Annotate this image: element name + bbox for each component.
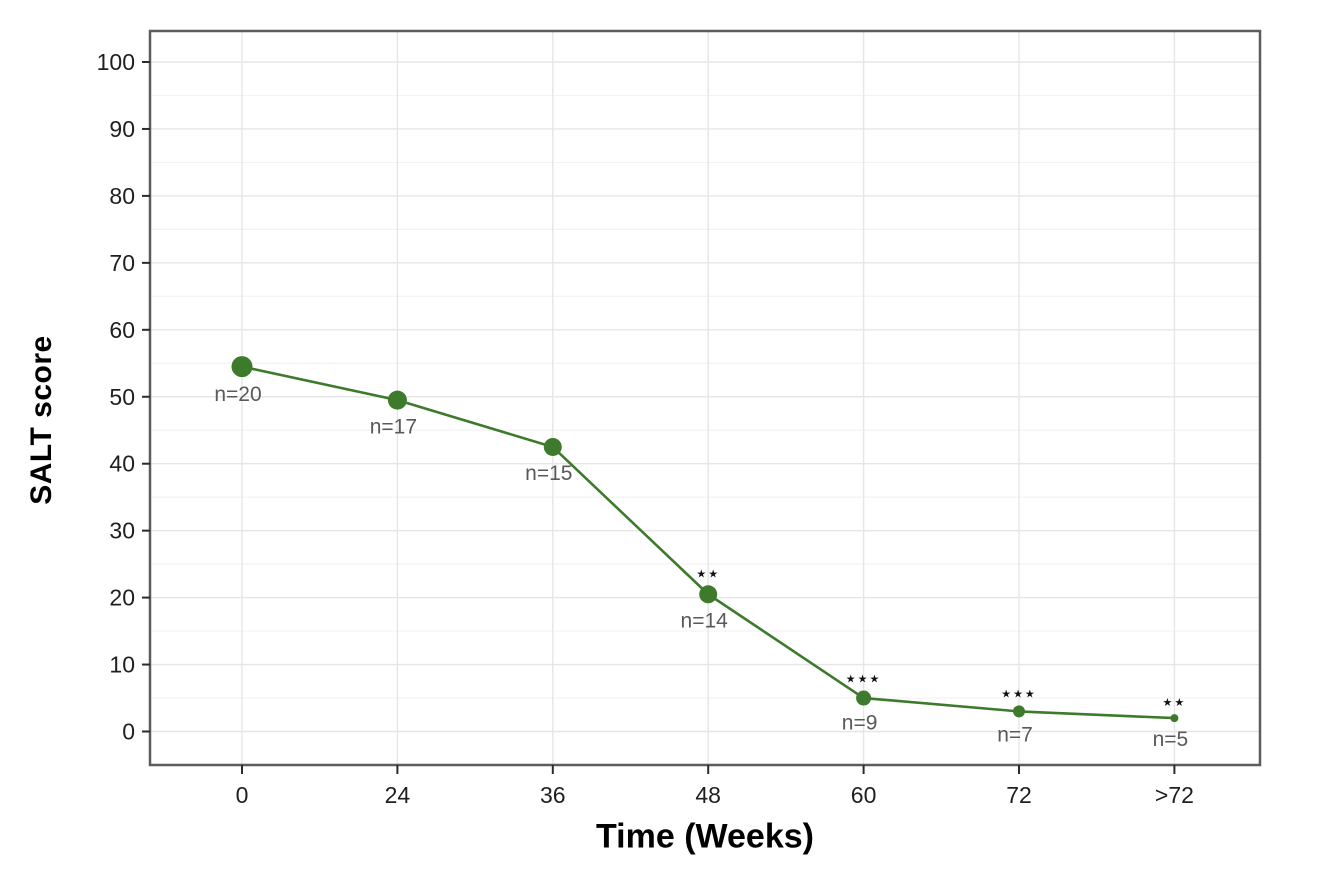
significance-stars: ★★★: [1001, 688, 1037, 700]
y-tick-label: 10: [109, 652, 135, 678]
y-tick-label: 30: [109, 518, 135, 544]
x-tick-label: 48: [695, 782, 721, 808]
x-tick-label: 72: [1006, 782, 1032, 808]
significance-stars: ★★★: [846, 674, 882, 686]
y-tick-label: 70: [109, 250, 135, 276]
plot-border: [148, 29, 1262, 767]
data-point-marker: [543, 437, 562, 456]
data-point-marker: [231, 356, 253, 378]
x-axis-title: Time (Weeks): [596, 817, 814, 856]
y-tick-label: 80: [109, 183, 135, 209]
y-tick-label: 40: [109, 451, 135, 477]
x-tick-label: 24: [385, 782, 411, 808]
y-tick-label: 90: [109, 116, 135, 142]
y-tick-label: 0: [122, 719, 135, 745]
n-count-label: n=14: [681, 609, 729, 632]
n-count-label: n=20: [214, 383, 261, 406]
y-tick-label: 20: [109, 585, 135, 611]
x-tick-label: >72: [1155, 782, 1194, 808]
x-tick-label: 0: [236, 782, 249, 808]
n-count-label: n=5: [1153, 728, 1189, 751]
data-point-marker: [1170, 714, 1179, 723]
data-point-marker: [699, 585, 718, 604]
n-count-label: n=17: [370, 416, 417, 439]
y-tick-label: 60: [109, 317, 135, 343]
y-tick-label: 100: [97, 49, 135, 75]
n-count-label: n=15: [525, 462, 572, 485]
n-count-label: n=7: [997, 723, 1033, 746]
y-tick-label: 50: [109, 384, 135, 410]
data-point-marker: [1013, 705, 1025, 718]
n-count-label: n=9: [842, 712, 878, 735]
data-point-marker: [856, 690, 872, 706]
significance-stars: ★★: [1163, 697, 1187, 709]
x-tick-label: 36: [540, 782, 566, 808]
y-axis-title: SALT score: [25, 335, 58, 505]
significance-stars: ★★: [696, 568, 720, 580]
x-tick-label: 60: [851, 782, 877, 808]
data-point-marker: [387, 390, 407, 410]
